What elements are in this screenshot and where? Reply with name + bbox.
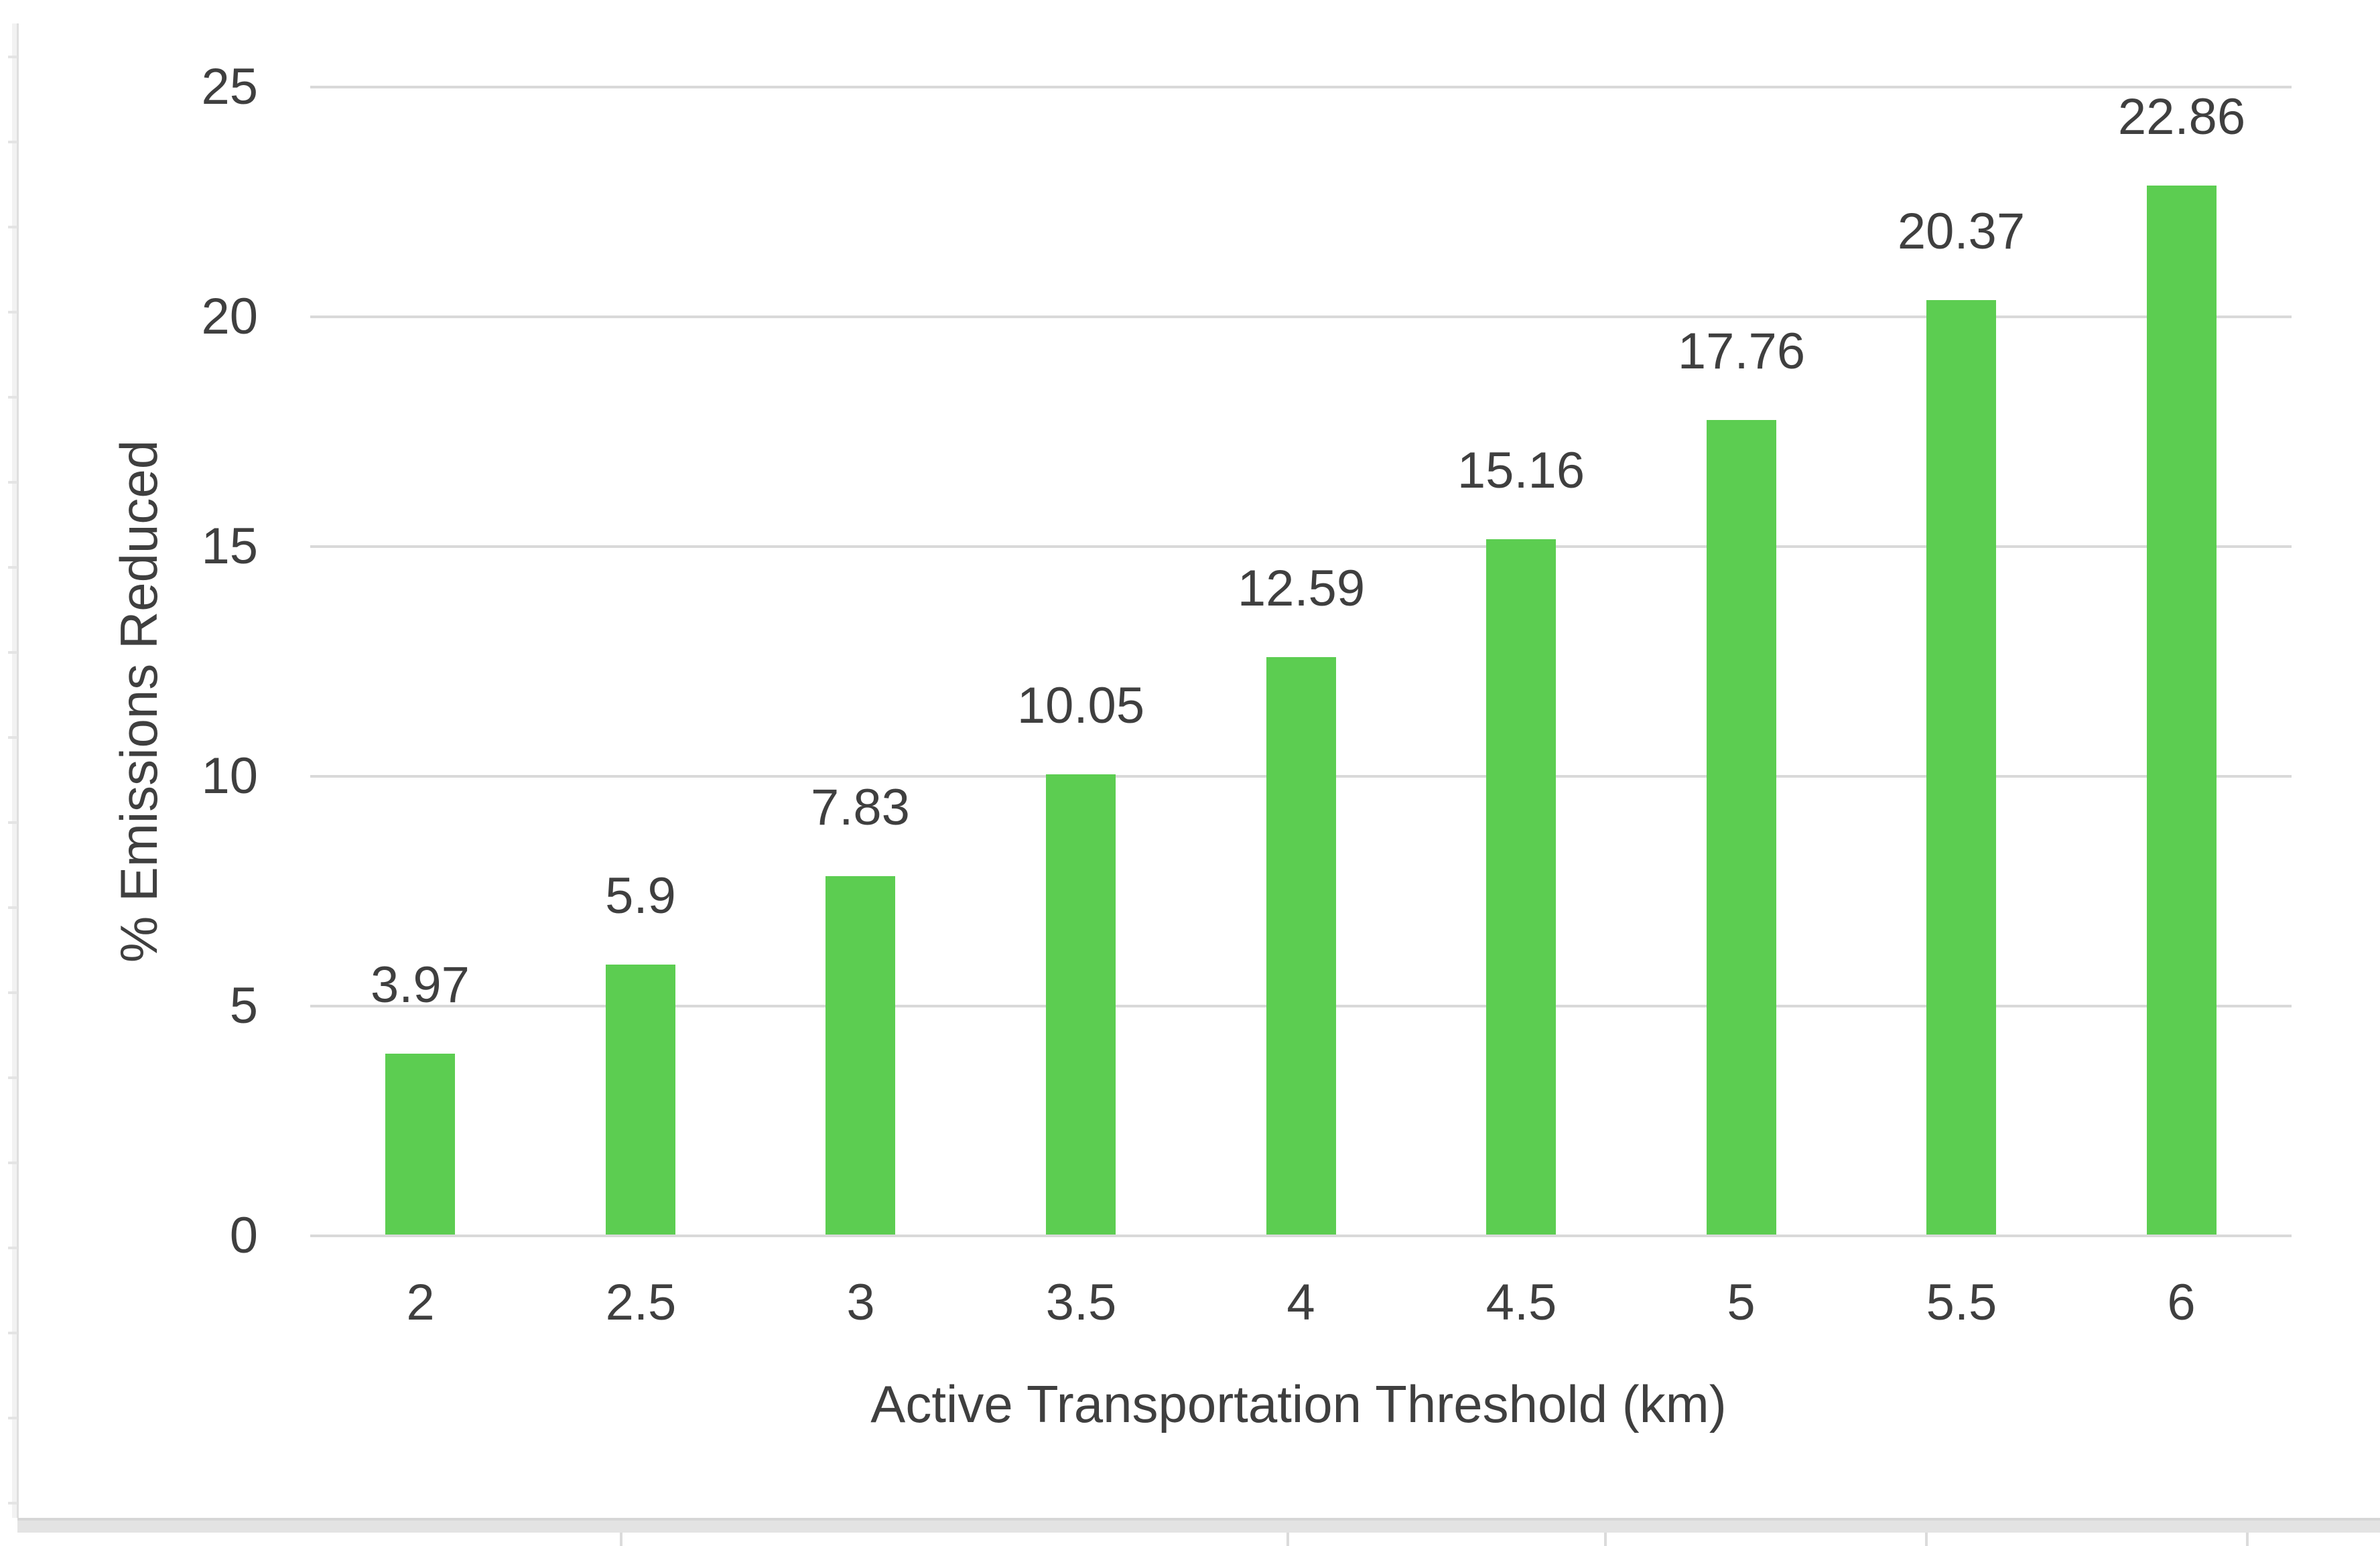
sheet-row-tick [8,1502,17,1504]
sheet-row-tick [8,651,17,654]
bar [1266,657,1336,1235]
bar-value-label: 7.83 [811,779,910,836]
bar [385,1054,455,1235]
bar-value-label: 5.9 [605,867,676,924]
bar [1707,420,1776,1235]
sheet-row-tick [8,56,17,58]
bar [1046,774,1116,1235]
y-tick-label: 10 [201,748,258,804]
y-axis-title: % Emissions Reduced [109,439,168,963]
bar [2147,186,2217,1235]
bar [1486,539,1556,1235]
sheet-row-tick [8,1247,17,1249]
bar [606,965,675,1235]
gridline-0 [310,1235,2292,1237]
y-tick-label: 25 [201,58,258,115]
bar-value-label: 15.16 [1457,442,1585,499]
bar-value-label: 3.97 [371,957,470,1013]
x-tick-label: 3.5 [1045,1274,1117,1331]
x-tick-label: 5.5 [1926,1274,1997,1331]
sheet-left-strip [12,23,17,1518]
bar-value-label: 20.37 [1897,203,2026,260]
gridline-25 [310,86,2292,88]
bar-value-label: 17.76 [1677,323,1806,380]
sheet-row-tick [8,396,17,399]
sheet-column-tick [1604,1533,1607,1546]
x-tick-label: 4 [1286,1274,1315,1331]
sheet-column-tick [1925,1533,1928,1546]
sheet-row-tick [8,566,17,569]
x-tick-label: 2.5 [605,1274,677,1331]
sheet-bottom-gridline [17,1518,2380,1533]
x-axis-title: Active Transportation Threshold (km) [870,1375,1727,1433]
y-tick-label: 0 [229,1207,258,1264]
x-tick-label: 2 [406,1274,435,1331]
sheet-row-tick [8,481,17,484]
y-tick-label: 15 [201,518,258,575]
x-tick-label: 3 [846,1274,875,1331]
sheet-row-tick [8,821,17,824]
sheet-row-tick [8,141,17,143]
sheet-column-tick [2246,1533,2249,1546]
bar-value-label: 22.86 [2117,88,2246,145]
gridline-20 [310,315,2292,318]
bar [1926,300,1996,1235]
x-tick-label: 5 [1727,1274,1756,1331]
bar-value-label: 12.59 [1237,560,1366,617]
sheet-row-tick [8,311,17,313]
sheet-row-tick [8,1076,17,1079]
sheet-row-tick [8,991,17,994]
sheet-row-tick [8,226,17,228]
sheet-row-tick [8,736,17,739]
bar-value-label: 10.05 [1016,677,1145,734]
y-tick-label: 20 [201,288,258,345]
gridline-15 [310,545,2292,548]
sheet-row-tick [8,1332,17,1334]
sheet-row-tick [8,1417,17,1419]
x-tick-label: 6 [2167,1274,2196,1331]
sheet-column-tick [620,1533,622,1546]
sheet-column-tick [1286,1533,1289,1546]
x-tick-label: 4.5 [1485,1274,1557,1331]
sheet-left-gridline [17,23,19,1518]
sheet-row-tick [8,906,17,909]
bar [825,876,895,1235]
sheet-row-tick [8,1162,17,1164]
y-tick-label: 5 [229,977,258,1034]
